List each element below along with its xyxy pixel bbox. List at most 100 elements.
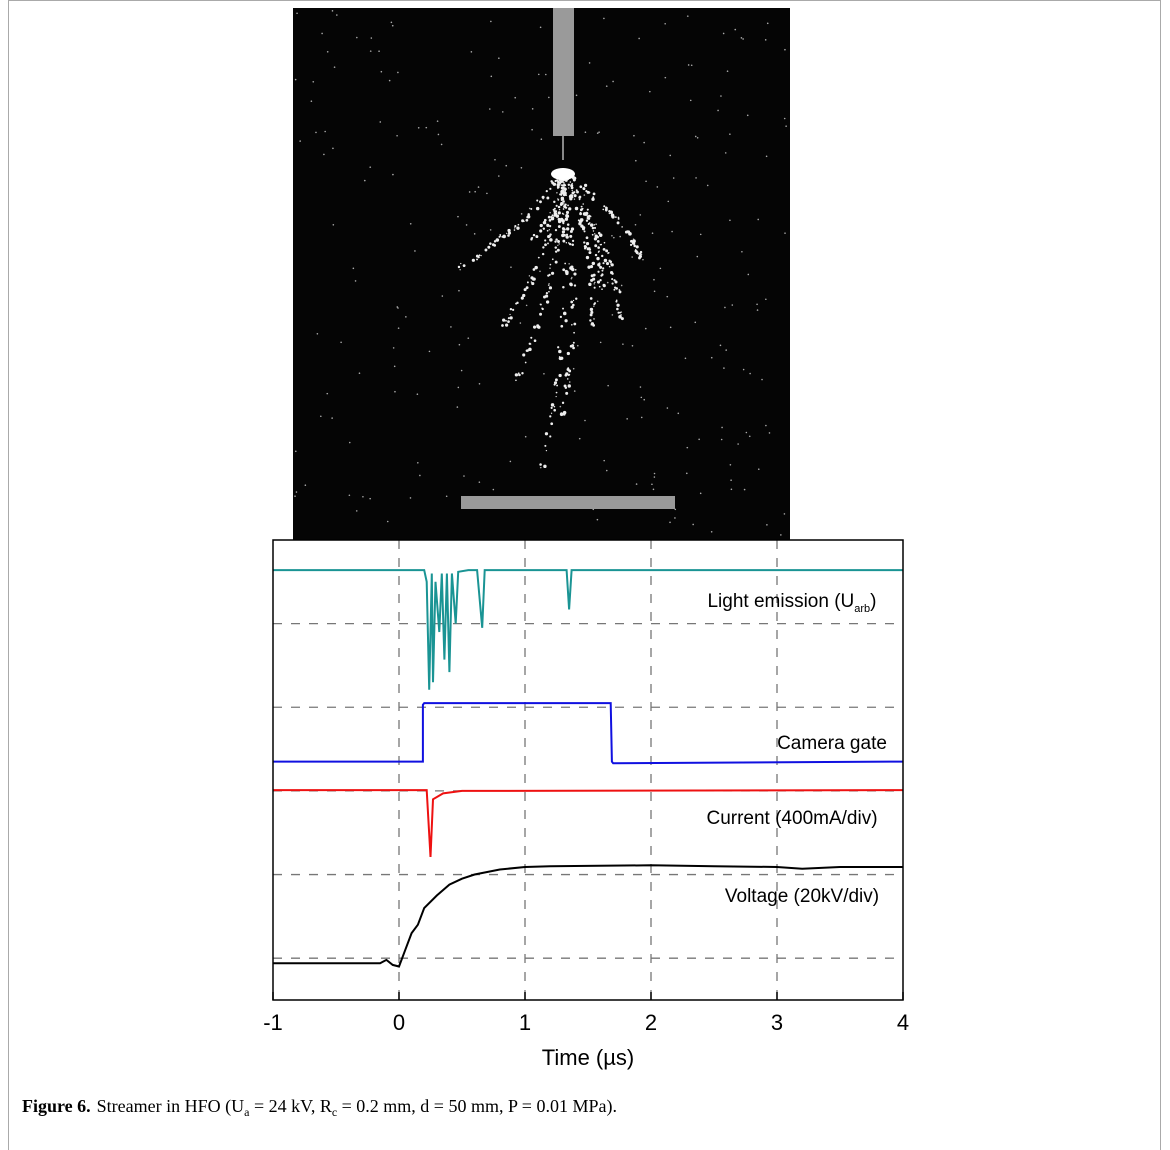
streamer-dot <box>513 229 516 231</box>
streamer-dot <box>554 250 558 253</box>
streamer-dot <box>475 254 479 258</box>
streamer-dot <box>562 268 566 272</box>
noise-dot <box>299 140 301 142</box>
streamer-dot <box>542 246 545 249</box>
streamer-dot <box>542 227 545 230</box>
noise-dot <box>315 131 317 134</box>
streamer-dot <box>620 314 622 316</box>
streamer-dot <box>554 228 558 232</box>
streamer-dot <box>606 262 610 266</box>
noise-dot <box>748 435 751 438</box>
streamer-dot <box>544 444 547 447</box>
streamer-dot <box>553 408 556 412</box>
streamer-dot <box>564 269 568 274</box>
noise-dot <box>505 164 508 167</box>
noise-dot <box>419 474 421 477</box>
streamer-dot <box>518 373 521 377</box>
noise-dot <box>689 99 692 102</box>
noise-dot <box>768 432 771 434</box>
noise-dot <box>397 71 399 74</box>
streamer-dot <box>559 315 563 319</box>
streamer-dot <box>534 265 538 270</box>
streamer-dot <box>577 219 580 222</box>
noise-dot <box>626 418 628 420</box>
trace <box>273 702 904 765</box>
noise-dot <box>539 270 541 273</box>
streamer-dot <box>582 207 584 210</box>
streamer-dot <box>507 228 511 233</box>
noise-dot <box>356 36 358 39</box>
streamer-dot <box>586 217 589 219</box>
plot-area <box>273 540 903 1000</box>
noise-dot <box>358 372 361 374</box>
noise-dot <box>362 495 364 498</box>
streamer-dot <box>571 196 573 198</box>
streamer-dot <box>544 222 547 224</box>
noise-dot <box>605 469 608 472</box>
streamer-dot <box>530 237 533 240</box>
streamer-dot <box>459 269 461 271</box>
streamer-dot <box>558 373 562 378</box>
streamer-dot <box>557 199 560 201</box>
streamer-dot <box>593 226 597 230</box>
noise-dot <box>514 96 517 99</box>
streamer-dot <box>531 281 535 286</box>
streamer-dot <box>514 225 517 228</box>
streamer-dot <box>530 208 533 210</box>
noise-dot <box>667 200 670 203</box>
streamer-dot <box>478 254 481 257</box>
streamer-dot <box>549 435 552 438</box>
noise-dot <box>295 491 298 493</box>
noise-dot <box>396 134 398 137</box>
streamer-dot <box>599 279 602 282</box>
streamer-dot <box>561 184 564 187</box>
streamer-dot <box>516 301 519 305</box>
streamer-dot <box>544 239 547 242</box>
streamer-dot <box>514 227 516 229</box>
streamer-dot <box>557 244 559 246</box>
noise-dot <box>685 472 688 475</box>
streamer-dot <box>616 221 620 225</box>
noise-dot <box>501 111 504 113</box>
streamer-dot <box>547 215 551 219</box>
plot-frame <box>272 539 904 1001</box>
streamer-dot <box>561 230 566 234</box>
streamer-dot <box>535 235 539 239</box>
streamer-dot <box>550 403 555 407</box>
noise-dot <box>531 108 534 110</box>
streamer-dot <box>638 256 641 260</box>
streamer-dot <box>602 247 606 251</box>
streamer-dot <box>570 305 574 309</box>
noise-dot <box>696 255 699 258</box>
noise-dot <box>622 343 624 345</box>
streamer-dot <box>586 208 589 211</box>
streamer-dot <box>600 243 603 246</box>
streamer-dot <box>561 227 565 231</box>
noise-dot <box>396 306 399 308</box>
streamer-dot <box>572 303 575 307</box>
streamer-head <box>551 168 575 180</box>
noise-dot <box>757 218 760 221</box>
streamer-dot <box>539 463 542 466</box>
streamer-dot <box>553 200 556 204</box>
noise-dot <box>664 22 666 25</box>
streamer-dot <box>562 307 564 310</box>
streamer-dot <box>597 231 601 235</box>
noise-dot <box>588 62 591 64</box>
streamer-dot <box>565 235 569 239</box>
noise-dot <box>323 153 325 156</box>
noise-dot <box>441 295 444 297</box>
streamer-dot <box>597 263 601 267</box>
streamer-dot <box>571 243 574 246</box>
streamer-dot <box>611 282 614 285</box>
streamer-dot <box>558 208 561 211</box>
streamer-dot <box>602 208 605 211</box>
streamer-dot <box>548 229 550 231</box>
noise-dot <box>725 349 727 351</box>
noise-dot <box>653 472 656 475</box>
noise-dot <box>699 492 702 495</box>
streamer-dot <box>547 274 550 277</box>
noise-dot <box>659 267 662 270</box>
streamer-dot <box>549 238 553 242</box>
noise-dot <box>340 341 342 344</box>
